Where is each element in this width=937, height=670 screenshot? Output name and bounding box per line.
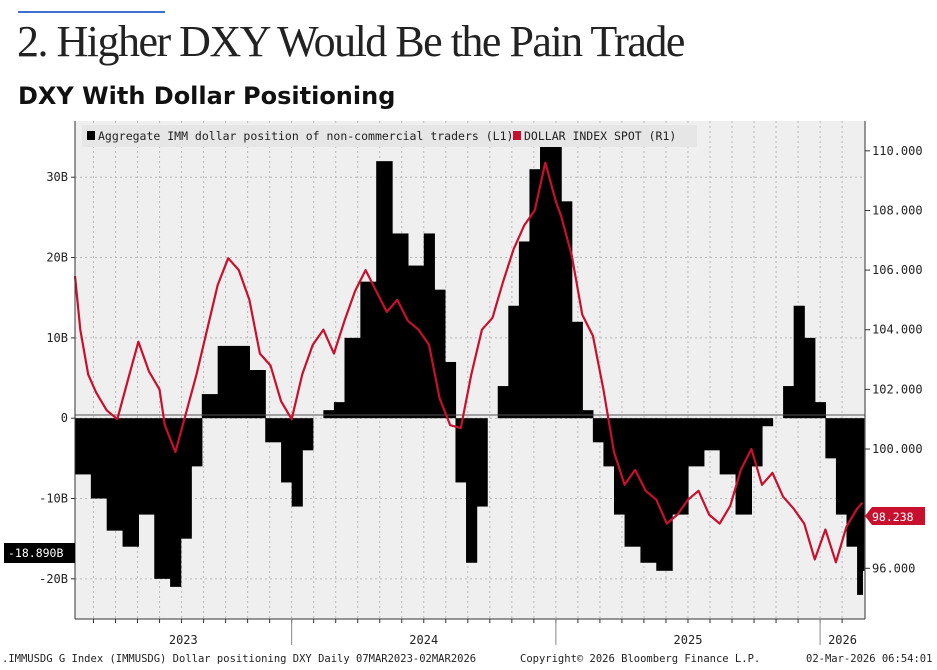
position-bar	[592, 418, 605, 443]
position-bar	[138, 418, 155, 515]
position-bar	[656, 418, 673, 571]
left-tick-label: -10B	[39, 492, 68, 506]
legend-background	[82, 125, 697, 147]
right-tick-label: 96.000	[872, 561, 915, 575]
position-bar	[751, 418, 763, 467]
x-tick-label: 2024	[409, 633, 438, 647]
position-bar	[180, 418, 192, 539]
position-bar	[106, 418, 124, 531]
position-bar	[90, 418, 108, 499]
legend-swatch-dxy	[513, 131, 521, 140]
position-bar	[814, 402, 826, 419]
position-bar	[835, 418, 848, 515]
position-bar	[392, 233, 409, 419]
footer-copyright: Copyright© 2026 Bloomberg Finance L.P.	[520, 653, 760, 665]
position-bar	[360, 281, 377, 419]
position-bar	[793, 305, 805, 419]
position-bar	[281, 418, 293, 483]
position-bar	[466, 418, 478, 563]
footer-timestamp: 02-Mar-2026 06:54:01	[806, 653, 932, 665]
left-tick-label: 20B	[46, 251, 68, 265]
position-bar	[423, 233, 435, 419]
position-bar	[550, 137, 562, 419]
position-bar	[217, 345, 235, 419]
position-bar	[571, 321, 583, 419]
position-bar	[540, 145, 552, 419]
position-bar	[233, 345, 250, 419]
right-tick-label: 102.000	[872, 382, 923, 396]
position-bar	[344, 337, 361, 419]
position-bar	[783, 386, 795, 419]
position-bar	[201, 394, 219, 419]
left-axis: 30B 20B 10B 0 -10B -20B	[39, 170, 75, 586]
right-tick-label: 106.000	[872, 263, 923, 277]
left-tick-label: 10B	[46, 331, 68, 345]
x-tick-label: 2025	[674, 633, 703, 647]
x-tick-label: 2026	[828, 633, 857, 647]
position-bar	[529, 169, 541, 419]
position-bar	[170, 418, 182, 587]
left-tick-label: -20B	[39, 572, 68, 586]
position-bar	[154, 418, 171, 579]
position-bar	[302, 418, 314, 451]
position-bar	[191, 418, 203, 467]
position-bar	[825, 418, 837, 459]
position-bar	[761, 418, 774, 427]
position-bar	[122, 418, 140, 547]
right-tick-label: 110.000	[872, 144, 923, 158]
last-value-bars-label: -18.890B	[8, 546, 63, 560]
position-bar	[804, 337, 816, 419]
position-bar	[603, 418, 615, 467]
left-tick-label: 0	[61, 411, 68, 425]
position-bar	[624, 418, 642, 547]
right-tick-label: 100.000	[872, 442, 923, 456]
position-bar	[497, 386, 509, 419]
position-bar	[846, 418, 858, 547]
position-bar	[75, 418, 92, 475]
position-bar	[265, 418, 282, 443]
x-axis: 2023 2024 2025 2026	[92, 619, 857, 647]
accent-rule	[18, 11, 165, 13]
left-tick-label: 30B	[46, 170, 68, 184]
last-value-dxy-tag: 98.238	[865, 507, 925, 525]
position-bar	[582, 410, 594, 419]
right-tick-label: 108.000	[872, 203, 923, 217]
legend-label-dxy: DOLLAR INDEX SPOT (R1)	[524, 129, 676, 143]
position-bar	[407, 265, 425, 419]
position-bar	[719, 418, 737, 475]
position-bar	[476, 418, 488, 507]
position-bar	[640, 418, 657, 563]
position-bar	[291, 418, 303, 507]
position-bar	[323, 410, 335, 419]
x-tick-label: 2023	[169, 633, 198, 647]
legend-label-positions: Aggregate IMM dollar position of non-com…	[98, 129, 513, 143]
chart-title: DXY With Dollar Positioning	[18, 82, 396, 110]
footer-source: .IMMUSDG G Index (IMMUSDG) Dollar positi…	[2, 653, 476, 665]
legend: Aggregate IMM dollar position of non-com…	[82, 125, 697, 147]
last-value-dxy-label: 98.238	[872, 510, 914, 524]
position-bar	[434, 289, 446, 419]
position-bar	[862, 418, 865, 571]
last-value-bars-tag: -18.890B	[4, 543, 75, 563]
right-axis: 110.000 108.000 106.000 104.000 102.000 100.0…	[865, 144, 923, 575]
position-bar	[249, 370, 266, 419]
position-bar	[455, 418, 467, 483]
position-bar	[508, 305, 520, 419]
right-tick-label: 104.000	[872, 323, 923, 337]
position-bar	[561, 201, 573, 419]
dxy-line	[73, 161, 864, 564]
position-bar	[376, 161, 393, 419]
position-bar	[672, 418, 689, 515]
legend-swatch-positions	[87, 131, 95, 140]
position-bar	[687, 418, 705, 467]
position-bar	[333, 402, 346, 419]
page-title: 2. Higher DXY Would Be the Pain Trade	[17, 17, 685, 66]
position-bar	[518, 241, 531, 419]
position-bar	[703, 418, 721, 451]
position-bar	[444, 361, 457, 419]
